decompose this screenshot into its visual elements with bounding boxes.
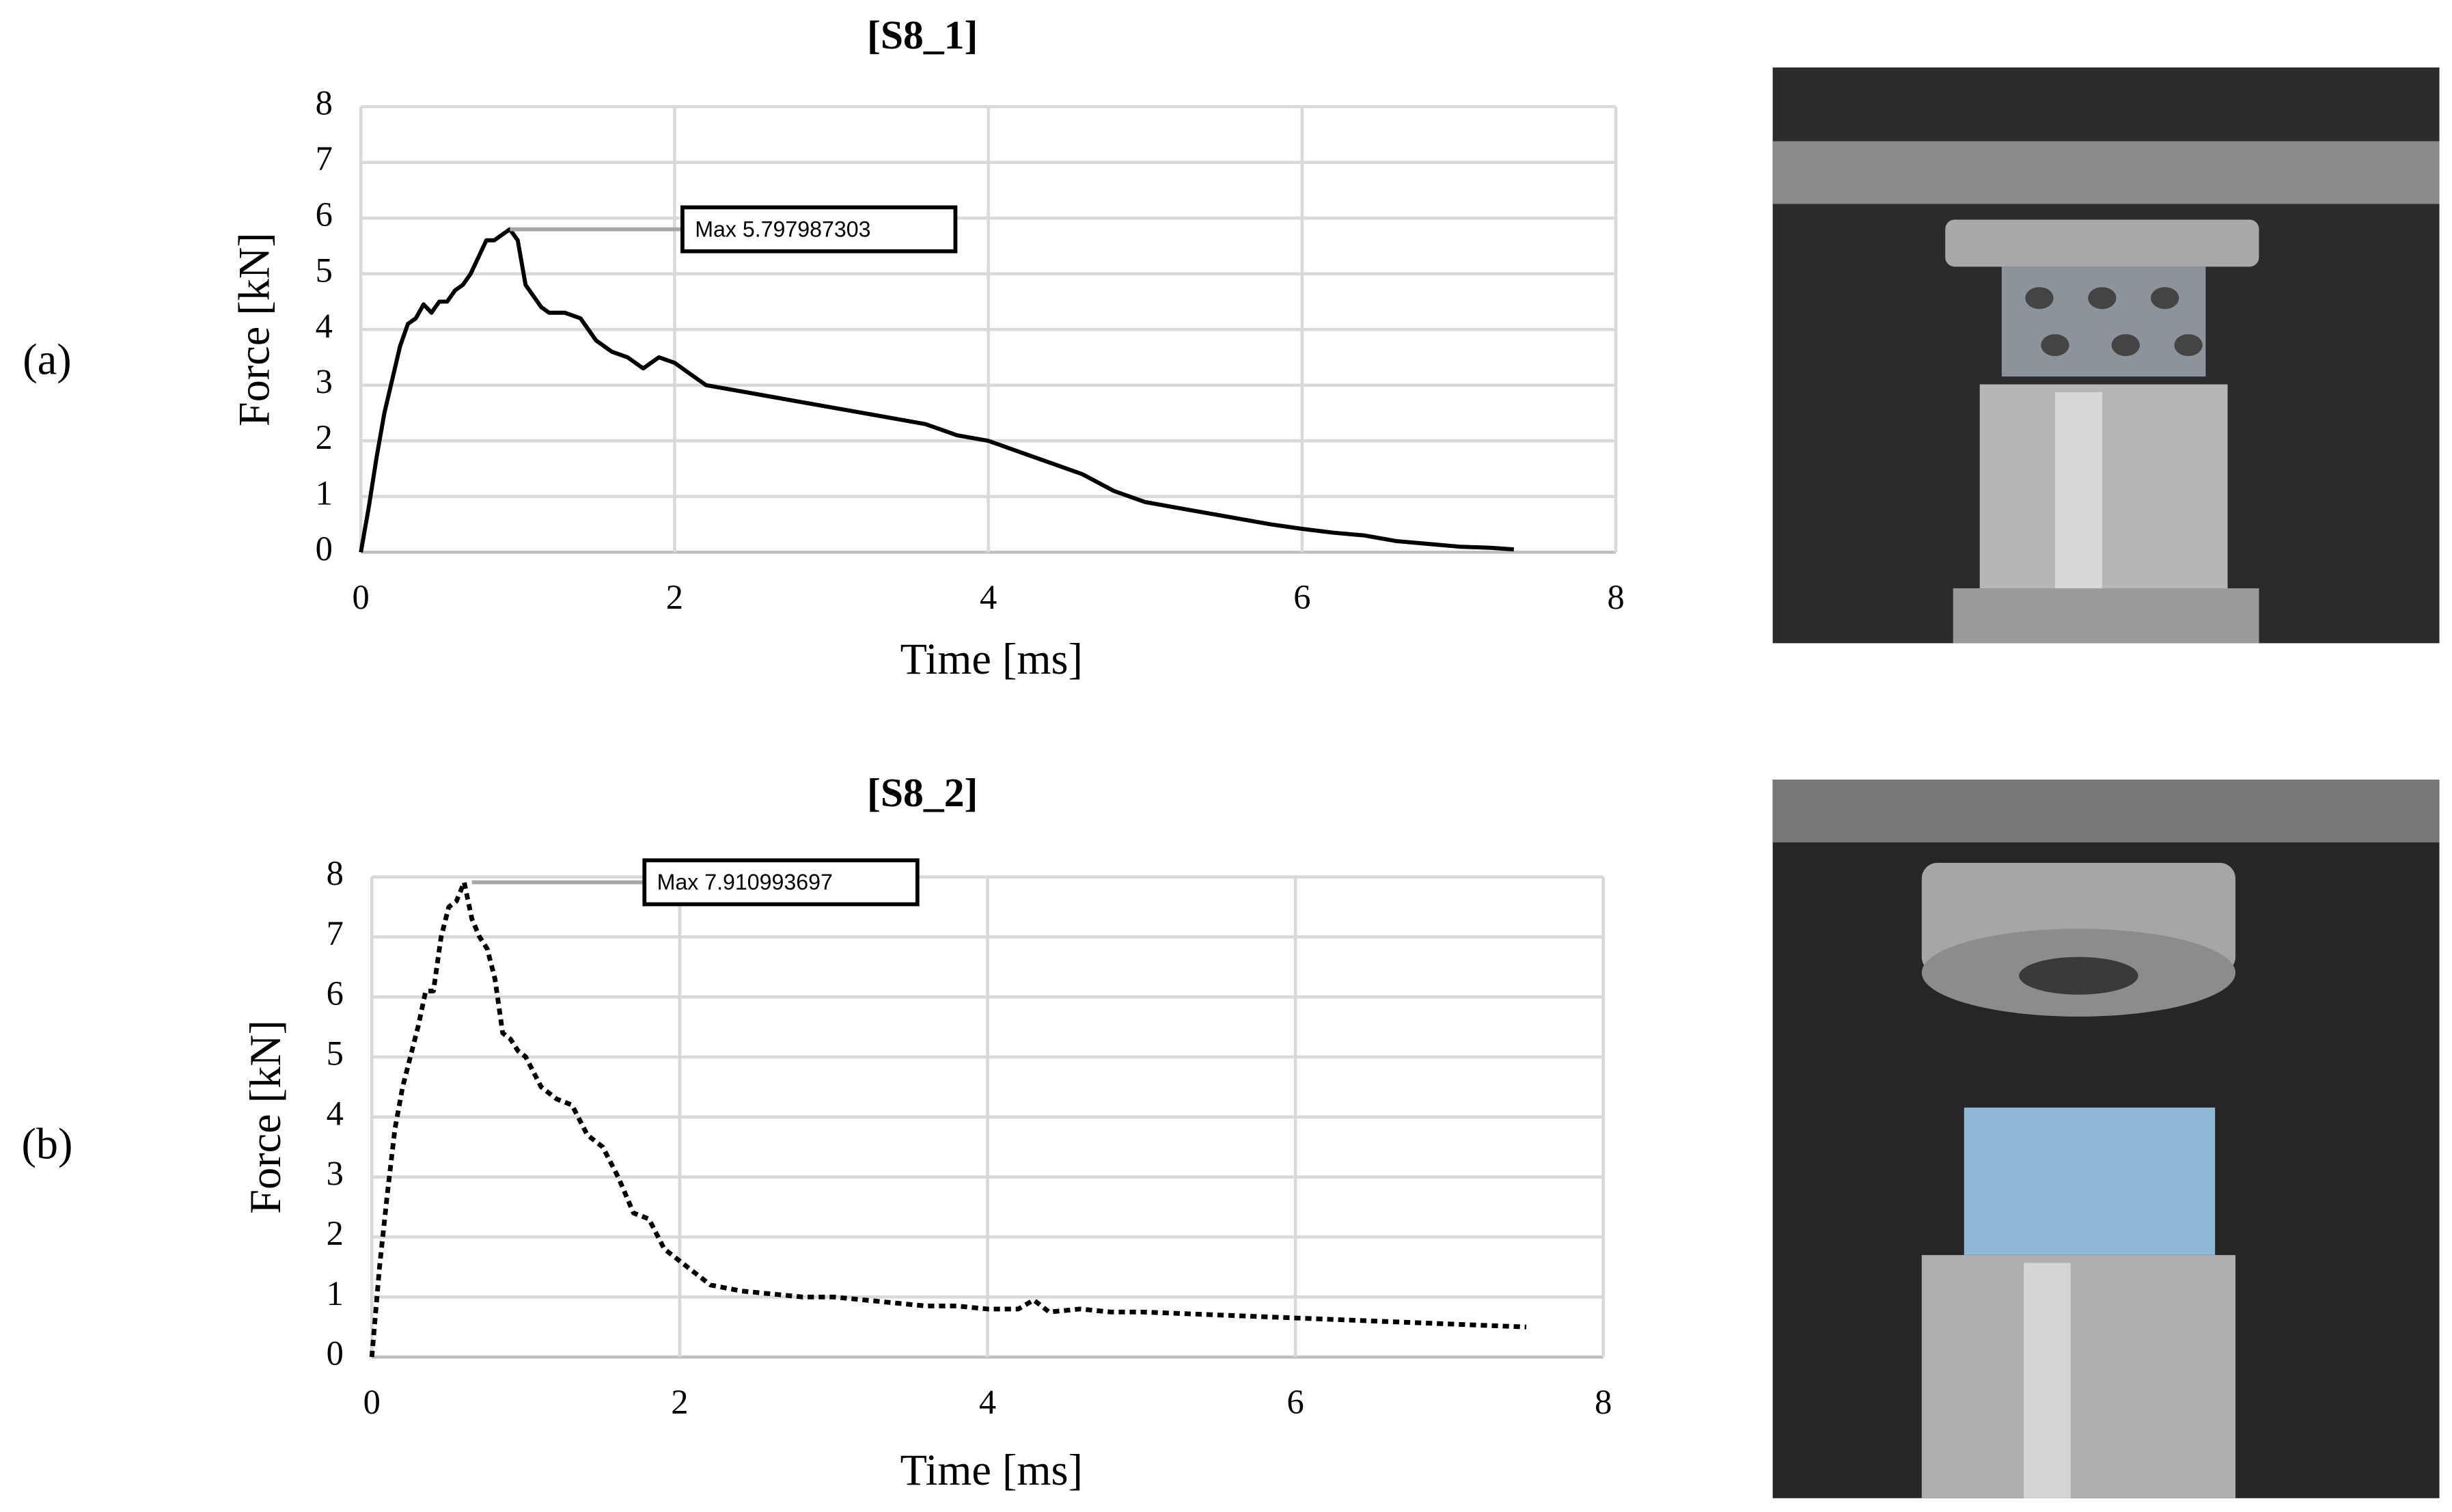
x-tick-label: 8 — [1607, 578, 1624, 616]
y-tick-label: 0 — [327, 1334, 344, 1373]
y-tick-label: 4 — [316, 307, 333, 345]
y-axis-label: Force [kN] — [230, 232, 279, 426]
y-tick-label: 6 — [327, 974, 344, 1013]
photo-a — [1772, 67, 2440, 644]
annotation-box — [680, 205, 958, 253]
y-axis-label: Force [kN] — [241, 1020, 290, 1214]
panel-label: (a) — [23, 335, 71, 383]
photo-b — [1772, 780, 2440, 1498]
y-tick-label: 5 — [316, 251, 333, 289]
y-tick-label: 7 — [316, 139, 333, 178]
y-tick-label: 2 — [316, 418, 333, 456]
y-tick-label: 2 — [327, 1214, 344, 1252]
x-tick-label: 4 — [979, 1383, 996, 1421]
x-tick-label: 0 — [353, 578, 370, 616]
y-tick-label: 1 — [316, 473, 333, 512]
x-tick-label: 2 — [671, 1383, 688, 1421]
y-tick-label: 3 — [316, 362, 333, 400]
y-tick-label: 4 — [327, 1094, 344, 1132]
annotation-text: Max 5.797987303 — [695, 217, 870, 241]
x-tick-label: 8 — [1595, 1383, 1612, 1421]
x-tick-label: 0 — [363, 1383, 381, 1421]
panel-label: (b) — [21, 1120, 72, 1168]
data-line — [369, 879, 1527, 1358]
y-tick-label: 8 — [316, 84, 333, 122]
annotation-box — [642, 858, 920, 907]
chart-title: [S8_2] — [867, 770, 978, 815]
x-tick-label: 4 — [980, 578, 997, 616]
annotation-text: Max 7.910993697 — [657, 870, 833, 894]
x-tick-label: 6 — [1286, 1383, 1304, 1421]
annotation: Max 7.910993697 — [642, 858, 920, 907]
y-tick-label: 1 — [327, 1274, 344, 1312]
y-tick-label: 0 — [316, 530, 333, 568]
y-tick-label: 5 — [327, 1034, 344, 1073]
x-axis-label: Time [ms] — [900, 1446, 1083, 1494]
y-tick-label: 8 — [327, 854, 344, 892]
annotation: Max 5.797987303 — [680, 205, 958, 253]
data-line — [359, 227, 1515, 553]
y-tick-label: 3 — [327, 1154, 344, 1192]
chart-title: [S8_1] — [867, 12, 978, 57]
x-axis-label: Time [ms] — [900, 635, 1083, 683]
y-tick-label: 6 — [316, 195, 333, 234]
y-tick-label: 7 — [327, 914, 344, 952]
x-tick-label: 6 — [1293, 578, 1310, 616]
x-tick-label: 2 — [666, 578, 683, 616]
